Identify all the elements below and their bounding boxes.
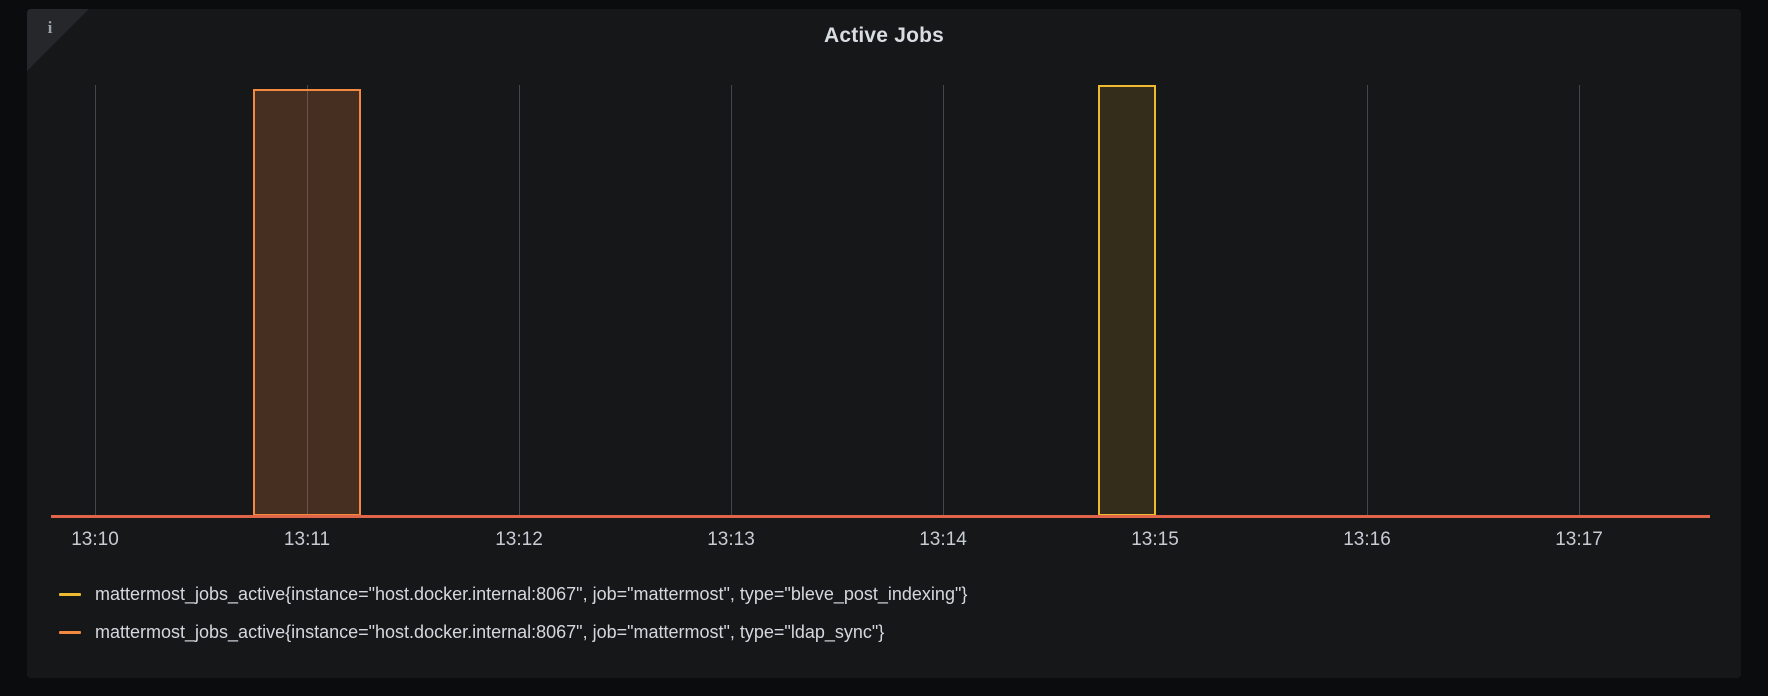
legend-color-swatch-icon — [59, 592, 81, 596]
gridline-1311 — [307, 85, 308, 518]
x-tick-label: 13:14 — [919, 529, 967, 550]
x-tick-label: 13:12 — [495, 529, 543, 550]
gridline-1310 — [95, 85, 96, 518]
legend-item-ldap-sync[interactable]: mattermost_jobs_active{instance="host.do… — [59, 613, 1731, 651]
bar-bleve-post-indexing[interactable] — [1098, 85, 1156, 516]
gridline-1313 — [731, 85, 732, 518]
info-icon[interactable]: i — [47, 18, 53, 37]
gridline-1317 — [1579, 85, 1580, 518]
legend-item-bleve-post-indexing[interactable]: mattermost_jobs_active{instance="host.do… — [59, 575, 1731, 613]
x-axis: 13:10 13:11 13:12 13:13 13:14 13:15 13:1… — [51, 529, 1710, 559]
series-baseline-line — [51, 515, 1710, 518]
gridline-1316 — [1367, 85, 1368, 518]
grafana-panel[interactable]: i Active Jobs 13:10 13:11 13:12 13:13 13… — [27, 9, 1741, 678]
legend-item-label: mattermost_jobs_active{instance="host.do… — [95, 621, 885, 642]
x-tick-label: 13:10 — [71, 529, 119, 550]
gridline-1314 — [943, 85, 944, 518]
chart-plot-area[interactable] — [51, 75, 1710, 518]
legend-item-label: mattermost_jobs_active{instance="host.do… — [95, 583, 968, 604]
bar-ldap-sync[interactable] — [253, 89, 361, 516]
x-tick-label: 13:15 — [1131, 529, 1179, 550]
x-tick-label: 13:16 — [1343, 529, 1391, 550]
gridline-1312 — [519, 85, 520, 518]
panel-description-corner — [27, 9, 89, 71]
x-tick-label: 13:17 — [1555, 529, 1603, 550]
legend-color-swatch-icon — [59, 630, 81, 634]
x-tick-label: 13:11 — [283, 529, 331, 550]
x-tick-label: 13:13 — [707, 529, 755, 550]
page-title: Active Jobs — [823, 24, 945, 47]
chart-legend: mattermost_jobs_active{instance="host.do… — [59, 575, 1731, 651]
